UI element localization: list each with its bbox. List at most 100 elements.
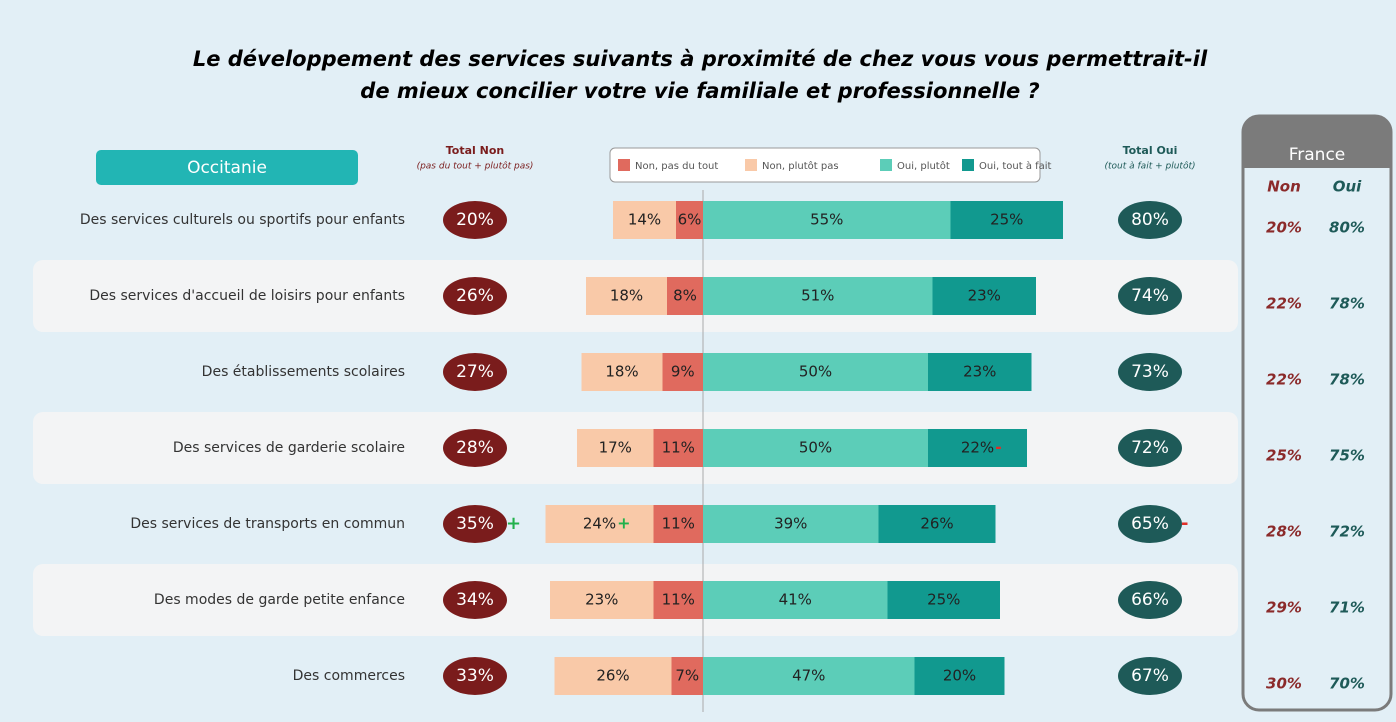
total-oui-subtitle: (tout à fait + plutôt) [1105,161,1196,172]
total-label: 66% [1131,590,1169,610]
bar-segment [554,657,672,695]
bar-value-label: 26% [920,515,953,533]
bar-value-label: 24% [583,515,616,533]
bar-segment [703,581,888,619]
bar-segment [703,657,915,695]
bar-value-label: 23% [963,363,996,381]
title-line: Le développement des services suivants à… [193,47,1208,71]
total-badge [443,353,507,391]
bar-value-label: 25% [927,591,960,609]
total-label: 73% [1131,362,1169,382]
category-label: Des services culturels ou sportifs pour … [80,212,405,228]
bar-segment [928,353,1032,391]
france-value: 29% [1266,599,1302,617]
bar-segment [550,581,654,619]
bar-value-label: 8% [673,287,697,305]
france-header [1243,116,1391,168]
total-label: 20% [456,210,494,230]
bar-value-label: 50% [799,439,832,457]
total-badge [1118,581,1182,619]
total-label: 80% [1131,210,1169,230]
category-label: Des modes de garde petite enfance [154,592,405,608]
legend-swatch [745,159,757,171]
france-value: 78% [1329,295,1365,313]
bar-value-label: 50% [799,363,832,381]
bar-segment [878,505,996,543]
france-value: 72% [1329,523,1365,541]
bar-segment [932,277,1036,315]
total-label: 28% [456,438,494,458]
total-badge [1118,505,1182,543]
bar-segment [703,201,951,239]
bar-value-label: 11% [662,439,695,457]
bar-value-label: 18% [605,363,638,381]
total-badge [443,505,507,543]
bar-value-label: 41% [779,591,812,609]
france-value: 71% [1329,599,1365,617]
total-label: 65% [1131,514,1169,534]
bar-segment [928,429,1027,467]
total-badge [443,581,507,619]
bar-value-label: 26% [596,667,629,685]
bar-value-label: 55% [810,211,843,229]
category-label: Des commerces [293,668,405,684]
significance-sign: + [506,513,521,534]
total-label: 26% [456,286,494,306]
total-badge [1118,429,1182,467]
bar-segment [703,505,879,543]
bar-value-label: 18% [610,287,643,305]
bar-segment [653,429,703,467]
total-oui-title: Total Oui [1123,144,1178,157]
total-badge [1118,277,1182,315]
total-label: 27% [456,362,494,382]
total-badge [1118,657,1182,695]
bar-value-label: 23% [968,287,1001,305]
total-badge [1118,201,1182,239]
france-value: 22% [1266,295,1302,313]
category-label: Des établissements scolaires [202,364,405,380]
france-value: 30% [1266,675,1302,693]
significance-sign: + [617,514,630,533]
bar-segment [577,429,654,467]
bar-value-label: 11% [662,591,695,609]
region-label: Occitanie [187,158,267,178]
legend-swatch [618,159,630,171]
france-value: 20% [1266,219,1302,237]
bar-segment [703,277,933,315]
bar-segment [950,201,1063,239]
region-box [96,150,358,185]
bar-value-label: 23% [585,591,618,609]
legend-swatch [962,159,974,171]
france-value: 28% [1266,523,1302,541]
bar-value-label: 39% [774,515,807,533]
total-label: 33% [456,666,494,686]
total-label: 34% [456,590,494,610]
legend-label: Oui, plutôt [897,160,950,172]
bar-segment [703,429,928,467]
france-value: 75% [1329,447,1365,465]
legend-swatch [880,159,892,171]
bar-value-label: 11% [662,515,695,533]
bar-value-label: 51% [801,287,834,305]
total-badge [443,657,507,695]
france-value: 78% [1329,371,1365,389]
legend-label: Non, plutôt pas [762,160,839,172]
total-badge [443,277,507,315]
bar-value-label: 47% [792,667,825,685]
significance-sign: - [995,438,1002,457]
bar-value-label: 17% [599,439,632,457]
bar-segment [667,277,703,315]
bar-value-label: 20% [943,667,976,685]
bar-segment [703,353,928,391]
bar-segment [613,201,676,239]
france-non-header: Non [1267,178,1301,196]
total-badge [443,201,507,239]
total-label: 74% [1131,286,1169,306]
bar-value-label: 6% [678,211,702,229]
significance-sign: - [1181,513,1188,534]
title-line: de mieux concilier votre vie familiale e… [360,79,1039,103]
bar-value-label: 22% [961,439,994,457]
france-value: 80% [1329,219,1365,237]
bar-segment [676,201,703,239]
